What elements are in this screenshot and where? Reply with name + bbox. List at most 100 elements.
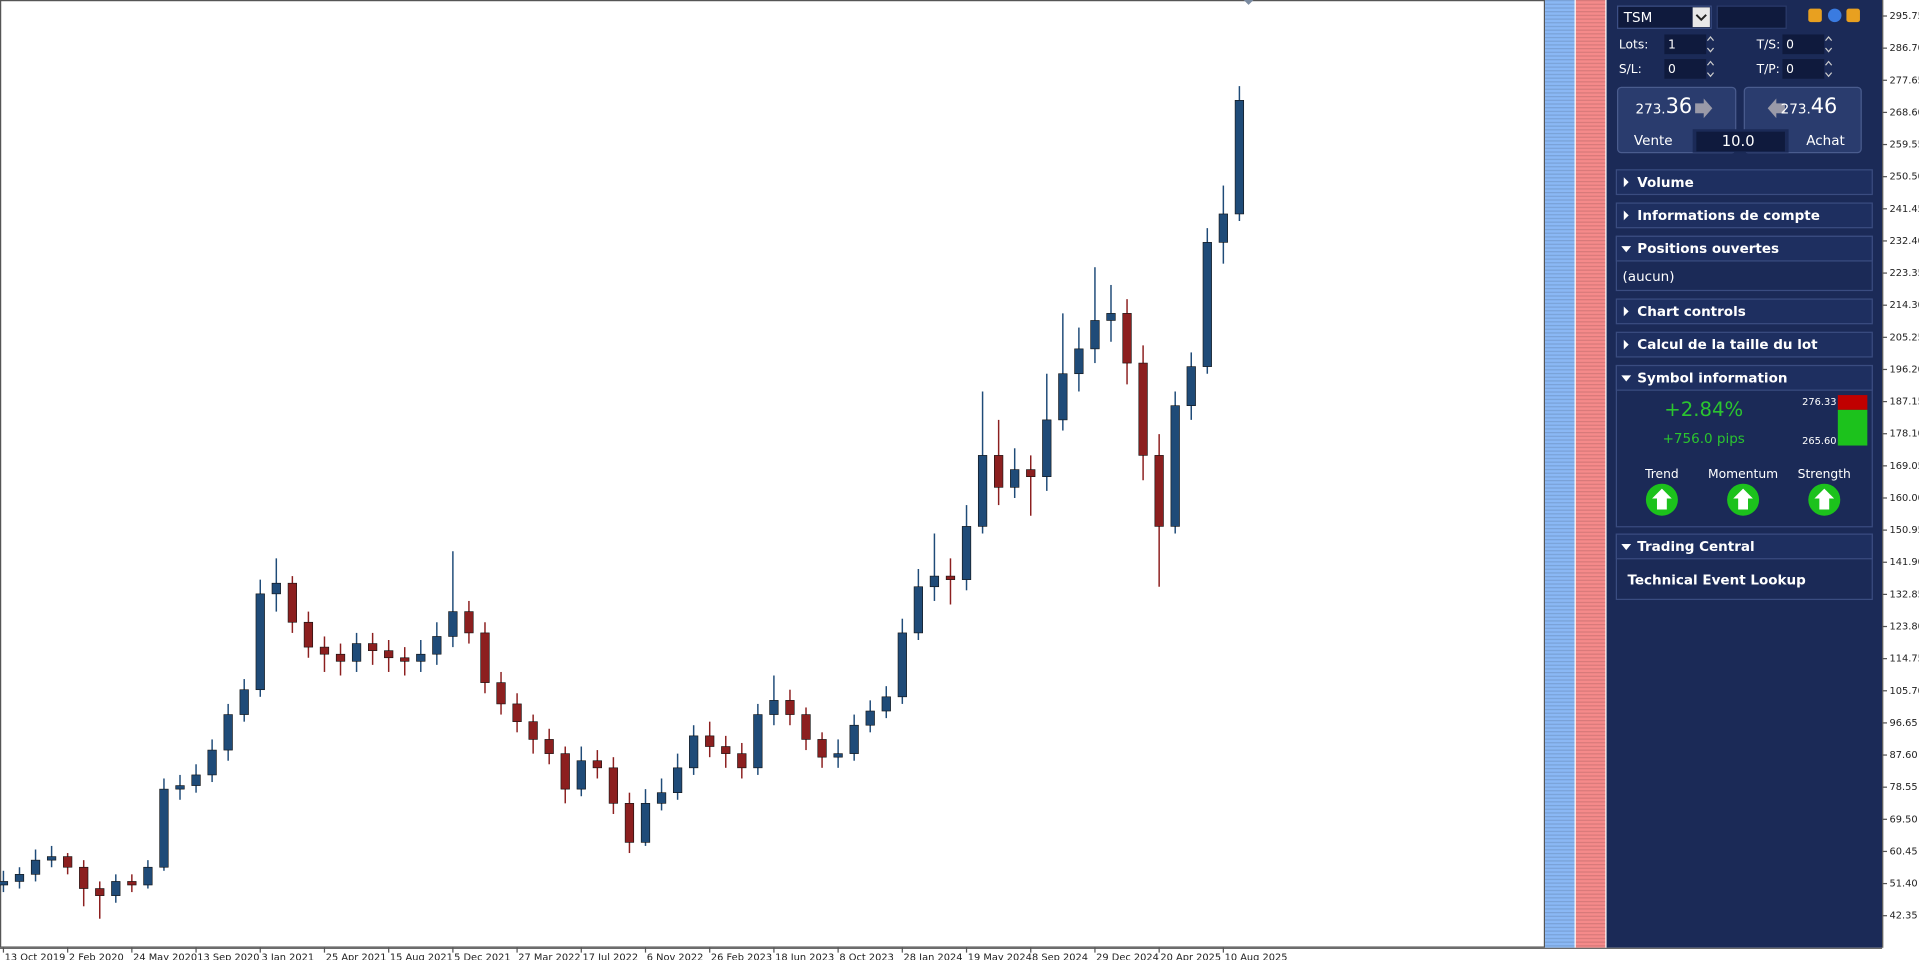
candle-body	[913, 586, 923, 634]
trend-up-icon	[1645, 483, 1678, 516]
sell-price-small: 273.	[1636, 102, 1666, 118]
candle-body	[753, 714, 763, 769]
section-title: Symbol information	[1637, 370, 1787, 386]
candle-body	[175, 785, 185, 790]
x-tick-label: 27 Mar 2022	[518, 953, 580, 960]
candle-body	[1170, 405, 1180, 527]
candle-body	[865, 710, 875, 726]
expanded-icon	[1621, 246, 1632, 253]
y-tick-label: 150.95	[1889, 525, 1919, 536]
range-low: 265.60	[1802, 436, 1836, 447]
collapsed-icon	[1623, 306, 1629, 317]
x-tick-label: 20 Apr 2025	[1160, 953, 1221, 960]
layout-icon[interactable]	[1846, 8, 1860, 23]
section-title: Calcul de la taille du lot	[1637, 337, 1818, 353]
change-percent: +2.84%	[1664, 398, 1743, 421]
spinner[interactable]	[1825, 60, 1833, 78]
section-header[interactable]	[1615, 235, 1873, 262]
candle-body	[319, 646, 330, 655]
dropdown-button[interactable]	[1692, 7, 1710, 28]
candle-body	[368, 643, 378, 651]
candle-body	[1074, 348, 1084, 375]
x-tick-label: 28 Jan 2024	[904, 953, 963, 960]
section-header[interactable]	[1615, 202, 1873, 229]
x-tick-label: 18 Jun 2023	[775, 953, 834, 960]
candle-body	[416, 653, 426, 662]
candle-body	[223, 714, 233, 751]
candle-body	[817, 739, 827, 758]
period-marker	[1243, 0, 1254, 5]
y-tick-label: 232.40	[1889, 236, 1919, 247]
y-tick-label: 160.00	[1889, 493, 1919, 504]
lots-value: 1	[1668, 37, 1676, 51]
candle-body	[0, 881, 9, 886]
section-header[interactable]	[1615, 169, 1873, 196]
sell-arrow	[1695, 98, 1713, 119]
candle-body	[929, 575, 940, 588]
candle-body	[1042, 419, 1052, 477]
sl-label: S/L:	[1619, 62, 1642, 76]
x-tick-label: 17 Jul 2022	[583, 953, 639, 960]
sl-input[interactable]	[1664, 59, 1707, 79]
buy-label: Achat	[1806, 133, 1845, 149]
spinner[interactable]	[1825, 35, 1833, 53]
candle-body	[737, 753, 747, 769]
y-tick-label: 187.15	[1889, 397, 1919, 408]
candle-body	[1058, 373, 1068, 421]
ts-label: T/S:	[1756, 37, 1781, 51]
momentum-up-icon	[1727, 483, 1760, 516]
candle-body	[143, 866, 153, 886]
candle-body	[432, 636, 442, 655]
spinner[interactable]	[1706, 35, 1715, 53]
candle-body	[400, 657, 410, 662]
sl-value: 0	[1668, 62, 1676, 76]
candle-body	[255, 593, 265, 691]
symbol-input[interactable]	[1716, 5, 1787, 29]
change-pips: +756.0 pips	[1663, 431, 1745, 447]
candle-body	[961, 526, 972, 580]
tp-input[interactable]	[1782, 59, 1825, 79]
candle-body	[111, 881, 121, 896]
section-header[interactable]	[1615, 364, 1873, 391]
candle-body	[640, 803, 651, 843]
x-tick-label: 26 Feb 2023	[711, 953, 772, 960]
section-header[interactable]	[1615, 298, 1873, 325]
chart-frame	[0, 0, 1546, 948]
settings-icon[interactable]	[1827, 8, 1842, 23]
candle-body	[945, 575, 956, 580]
candle-body	[351, 643, 362, 662]
candle-body	[560, 753, 570, 790]
x-tick-label: 8 Sep 2024	[1032, 953, 1088, 960]
candle-body	[46, 856, 57, 861]
y-tick-label: 132.85	[1889, 589, 1919, 600]
spinner[interactable]	[1706, 60, 1715, 78]
y-tick-label: 141.90	[1889, 557, 1919, 568]
indicator-stripes	[1545, 0, 1575, 948]
technical-event-link[interactable]: Technical Event Lookup	[1627, 572, 1806, 588]
section-header[interactable]	[1615, 533, 1873, 560]
y-tick-label: 169.05	[1889, 461, 1919, 472]
ts-input[interactable]	[1782, 34, 1825, 55]
candle-body	[1234, 100, 1245, 215]
tp-value: 0	[1786, 62, 1794, 76]
y-tick-label: 286.70	[1889, 43, 1919, 54]
y-tick-label: 196.20	[1889, 364, 1919, 375]
copy-icon[interactable]	[1808, 8, 1822, 23]
candle-body	[1138, 362, 1148, 456]
candle-body	[271, 582, 281, 595]
indicator-label: Strength	[1798, 467, 1851, 481]
range-bar-remaining	[1837, 395, 1868, 410]
symbol-select[interactable]	[1617, 5, 1712, 29]
x-tick-label: 6 Nov 2022	[647, 953, 704, 960]
y-tick-label: 42.35	[1889, 911, 1917, 922]
collapsed-icon	[1623, 339, 1629, 350]
section-header[interactable]	[1615, 331, 1873, 358]
lots-input[interactable]	[1664, 34, 1707, 55]
section-title: Informations de compte	[1637, 208, 1820, 224]
x-tick-label: 13 Sep 2020	[197, 953, 259, 960]
spread-input[interactable]	[1696, 131, 1785, 152]
candle-body	[1154, 455, 1164, 527]
y-tick-label: 123.80	[1889, 622, 1919, 633]
candle-body	[769, 700, 779, 715]
